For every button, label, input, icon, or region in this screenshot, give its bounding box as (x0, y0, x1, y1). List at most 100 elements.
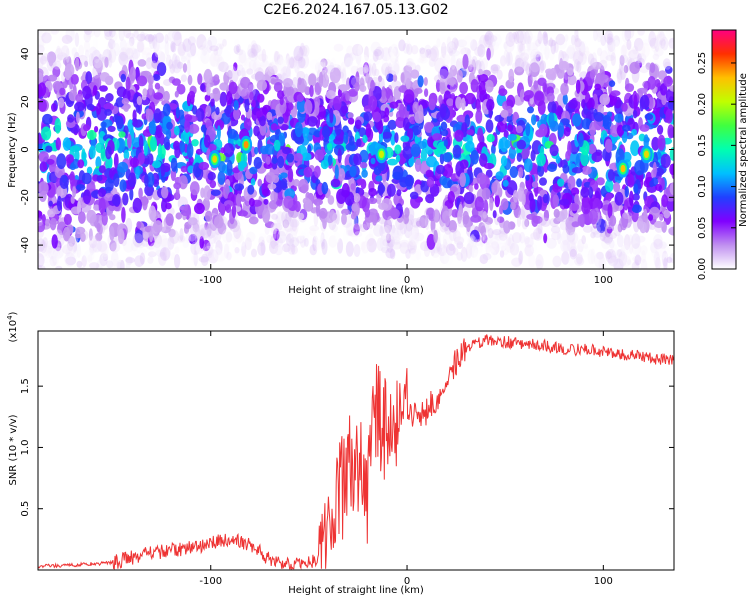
heatmap-cell (156, 124, 163, 139)
heatmap-cell (213, 48, 219, 56)
colorbar-tick-label: 0.05 (697, 217, 708, 239)
heatmap-cell (402, 65, 411, 76)
heatmap-cell (620, 244, 626, 254)
heatmap-cell (659, 38, 666, 46)
heatmap-cell (353, 222, 362, 230)
heatmap-cell (38, 242, 49, 258)
heatmap-cell (88, 228, 93, 241)
heatmap-cell (171, 42, 177, 53)
heatmap-cell (613, 224, 622, 237)
heatmap-cell (479, 60, 485, 75)
heatmap-cell (138, 135, 144, 150)
heatmap-cell (225, 231, 233, 243)
heatmap-cell (293, 56, 299, 64)
heatmap-cell (659, 108, 664, 118)
heatmap-cell (345, 241, 354, 257)
heatmap-cell (148, 34, 156, 50)
heatmap-cell (71, 47, 78, 57)
heatmap-cell (257, 53, 268, 62)
colorbar-ticks: 0.000.050.100.150.200.25 (697, 52, 736, 280)
heatmap-cell (45, 145, 53, 153)
heatmap-cell (389, 54, 399, 64)
heatmap-cell (119, 259, 125, 269)
heatmap-cell (661, 95, 667, 106)
heatmap-cell (248, 55, 259, 71)
heatmap-cell (599, 59, 608, 70)
heatmap-cell (107, 125, 116, 132)
heatmap-cell (320, 232, 325, 247)
heatmap-cell (518, 253, 523, 265)
heatmap-cell (328, 235, 338, 248)
heatmap-cell (213, 74, 220, 81)
heatmap-cell (270, 123, 278, 131)
heatmap-cell (395, 50, 400, 58)
heatmap-cell (109, 240, 117, 252)
heatmap-cell (105, 145, 112, 160)
heatmap-cell (309, 59, 320, 70)
heatmap-cell (589, 208, 598, 225)
heatmap-cell (171, 59, 182, 74)
heatmap-cell (509, 242, 520, 256)
heatmap-cell (628, 49, 640, 60)
heatmap-cell (306, 116, 318, 127)
heatmap-cell (569, 203, 580, 211)
heatmap-cell (86, 209, 97, 224)
heatmap-cell (632, 193, 640, 201)
heatmap-cell (65, 30, 76, 42)
heatmap-cell (200, 228, 210, 239)
heatmap-cell (136, 248, 147, 255)
heatmap-cell (89, 243, 94, 256)
heatmap-cell (188, 233, 198, 245)
heatmap-cell (474, 239, 483, 246)
heatmap-cell (500, 55, 507, 67)
heatmap-cell (519, 231, 526, 244)
heatmap-cell (424, 88, 429, 97)
snr-panel: -100 0 100 0.51.01.5 Height of straight li… (6, 311, 675, 596)
heatmap-cell (611, 250, 616, 263)
heatmap-cell (140, 33, 150, 41)
heatmap-cell (637, 57, 645, 66)
heatmap-cell (238, 49, 247, 64)
heatmap-cell (516, 214, 522, 228)
heatmap-cell (545, 245, 556, 255)
heatmap-cell (253, 156, 262, 169)
heatmap-cell (286, 65, 291, 78)
heatmap-cell (142, 88, 148, 97)
heatmap-cell (96, 240, 108, 252)
heatmap-cell (504, 237, 516, 253)
heatmap-cell (356, 138, 362, 147)
heatmap-cell (425, 214, 430, 231)
heatmap-cell (160, 226, 171, 234)
heatmap-cell (631, 243, 642, 256)
heatmap-cell (86, 129, 97, 141)
heatmap-cell (291, 217, 298, 232)
heatmap-cell (344, 53, 353, 67)
heatmap-cell (134, 255, 145, 267)
heatmap-cell (89, 36, 97, 51)
heatmap-cell (461, 246, 467, 254)
heatmap-cell (293, 226, 298, 237)
heatmap-cell (125, 76, 131, 92)
heatmap-cell (132, 93, 140, 108)
heatmap-cell (588, 186, 594, 199)
heatmap-cell (219, 43, 224, 50)
heatmap-cell (83, 30, 93, 36)
heatmap-cell (292, 77, 299, 89)
heatmap-cell (562, 164, 570, 174)
heatmap-cell (152, 74, 161, 81)
heatmap-cell (148, 251, 157, 258)
heatmap-cell (149, 230, 154, 243)
heatmap-cell (620, 244, 631, 255)
heatmap-cell (303, 166, 313, 178)
heatmap-cell (644, 113, 653, 120)
heatmap-cell (216, 56, 225, 72)
heatmap-cell (166, 36, 172, 49)
heatmap-cell (44, 218, 50, 227)
heatmap-cell (62, 81, 68, 89)
heatmap-cell (218, 61, 229, 73)
heatmap-cell (359, 162, 368, 169)
heatmap-cell (462, 54, 469, 70)
heatmap-cell (261, 58, 270, 73)
heatmap-cell (612, 39, 621, 54)
heatmap-cell (64, 252, 76, 267)
